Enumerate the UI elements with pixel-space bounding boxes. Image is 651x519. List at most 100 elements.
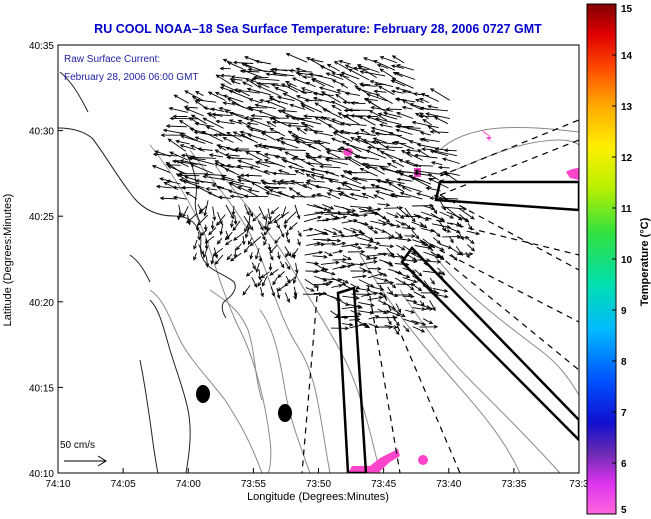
current-vector	[394, 231, 403, 238]
current-vector	[342, 114, 360, 125]
current-vector	[413, 171, 430, 176]
current-vector	[401, 105, 413, 110]
current-vector	[396, 111, 414, 119]
current-vector	[231, 102, 254, 112]
current-vector	[340, 183, 353, 190]
current-vector	[419, 106, 448, 112]
current-vector	[439, 211, 455, 219]
current-vector	[212, 206, 217, 222]
current-vector	[343, 108, 361, 113]
current-vector	[292, 252, 296, 260]
current-vector	[279, 261, 285, 269]
current-vector	[377, 252, 395, 257]
colorbar-tick-label: 5	[621, 505, 627, 516]
current-vector	[379, 151, 403, 161]
colorbar-label: Temperature (°C)	[639, 217, 651, 306]
current-vector	[258, 110, 280, 120]
current-vector	[429, 129, 449, 134]
current-vector	[440, 206, 468, 211]
current-vector	[341, 304, 362, 310]
x-tick-label: 73:55	[241, 479, 266, 490]
current-vector	[272, 277, 278, 286]
current-vector	[422, 307, 434, 311]
current-vector	[276, 95, 295, 102]
current-vector	[324, 170, 340, 177]
current-vector	[377, 203, 391, 207]
current-vector	[205, 256, 210, 268]
current-vector	[367, 100, 387, 113]
current-vector	[349, 322, 368, 329]
current-vector	[290, 134, 317, 143]
current-vector	[159, 196, 178, 201]
current-vector	[274, 87, 289, 94]
current-vector	[237, 159, 261, 169]
current-vector	[306, 231, 327, 237]
y-tick-label: 40:25	[29, 212, 54, 223]
current-vector	[230, 80, 241, 85]
current-vector	[182, 180, 205, 189]
current-vector	[350, 269, 368, 274]
current-vector	[404, 234, 416, 239]
current-vector	[198, 205, 208, 215]
current-vector	[308, 72, 334, 80]
current-vector	[261, 276, 268, 287]
current-vector	[366, 93, 388, 102]
current-vector	[284, 80, 297, 88]
current-vector	[214, 160, 227, 167]
current-vector	[386, 303, 396, 310]
current-vector	[292, 272, 298, 285]
current-vector	[279, 136, 297, 142]
current-vector	[267, 208, 272, 221]
current-vector	[151, 164, 171, 174]
current-vector	[179, 132, 198, 142]
current-vector	[413, 213, 430, 221]
current-vector	[152, 152, 178, 157]
current-vector	[311, 77, 334, 88]
current-vector	[284, 151, 296, 157]
current-vector	[253, 144, 269, 150]
current-vector	[413, 153, 438, 159]
current-vector	[356, 287, 371, 292]
current-vector	[331, 118, 352, 127]
legend-line-1: Raw Surface Current:	[64, 54, 160, 65]
current-vector	[248, 207, 254, 218]
current-vector	[361, 192, 375, 199]
current-vector	[321, 91, 341, 103]
current-vector	[267, 243, 272, 252]
current-vector	[401, 149, 413, 158]
current-vector	[377, 85, 395, 96]
current-vector	[250, 113, 269, 118]
current-vector	[224, 109, 245, 117]
current-vector	[325, 147, 344, 153]
current-vector	[431, 293, 449, 299]
current-vector	[374, 184, 394, 193]
current-vector	[331, 277, 347, 285]
current-vector	[417, 149, 430, 157]
current-vector	[185, 107, 205, 117]
current-vector	[195, 224, 200, 232]
current-vector	[442, 234, 462, 239]
current-vector	[411, 229, 420, 240]
current-vector	[394, 237, 412, 242]
current-vector	[430, 161, 443, 166]
current-vector	[183, 105, 198, 110]
current-vector	[322, 108, 343, 119]
current-vector	[228, 89, 253, 101]
current-vector	[360, 185, 380, 190]
current-vector	[217, 211, 223, 226]
current-vector	[339, 83, 349, 89]
current-vector	[396, 177, 413, 182]
current-vector	[229, 252, 242, 262]
current-vector	[229, 112, 250, 121]
current-vector	[282, 92, 303, 103]
current-vector	[244, 204, 250, 216]
current-vector	[367, 295, 384, 301]
current-vector	[229, 219, 234, 229]
current-vector	[396, 183, 422, 193]
current-vector	[412, 258, 431, 263]
current-vector	[377, 308, 388, 314]
current-vector	[358, 301, 375, 307]
current-vector	[408, 140, 420, 145]
current-vector	[402, 294, 415, 299]
current-vector	[300, 168, 325, 176]
